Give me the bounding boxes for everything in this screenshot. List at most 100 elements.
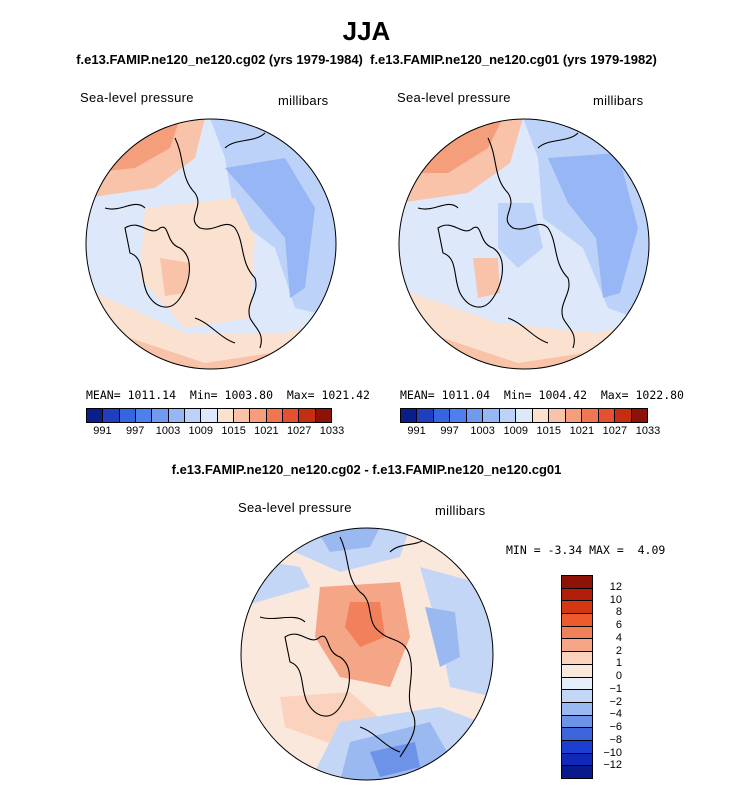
- panel1-colorbar-ticks: 991 997 1003 1009 1015 1021 1027 1033: [86, 425, 344, 439]
- panel1-greenland-high: [160, 258, 190, 296]
- diff-colorbar-tick-label: 8: [615, 606, 622, 619]
- panel1-variable-label: Sea-level pressure: [80, 90, 194, 105]
- diff-colorbar-swatch: [562, 639, 592, 653]
- panel1-colorbar-tick-label: 991: [93, 425, 112, 437]
- panel2-arctic-low: [498, 203, 543, 268]
- panel2-colorbar-swatch: [532, 409, 550, 422]
- panel2-max-label: Max=: [600, 388, 629, 402]
- diff-colorbar-tick-label: −8: [609, 733, 622, 746]
- panel1-low-pressure-core: [225, 158, 315, 298]
- panel2-mean-label: MEAN=: [400, 388, 435, 402]
- diff-colorbar-ticks: 12 10 8 6 4 2 1 0 −1 −2 −4 −6 −8 −10 −12: [594, 575, 634, 777]
- panel1-colorbar-tick-label: 1033: [319, 425, 345, 437]
- panel1-colorbar-swatch: [233, 409, 251, 422]
- panel2-colorbar-tick-label: 1033: [635, 425, 661, 437]
- panel2-min-label: Min=: [503, 388, 532, 402]
- panel1-colorbar-swatch: [266, 409, 283, 422]
- panel2-colorbar-ticks: 991 997 1003 1009 1015 1021 1027 1033: [400, 425, 660, 439]
- panel2-max-value: 1022.80: [635, 388, 684, 402]
- panel1-mean-label: MEAN=: [86, 388, 121, 402]
- panel1-colorbar-tick-label: 1003: [155, 425, 181, 437]
- panel1-min-label: Min=: [189, 388, 218, 402]
- panel2-colorbar-swatch: [466, 409, 484, 422]
- panel2-min-value: 1004.42: [538, 388, 587, 402]
- diff-colorbar-swatch: [562, 702, 592, 716]
- diff-colorbar: [561, 575, 593, 779]
- panel2-low-pressure-core: [548, 153, 638, 298]
- panel1-polar-map: [85, 118, 337, 370]
- diff-colorbar-tick-label: −6: [609, 721, 622, 733]
- panel2-greenland-high: [473, 258, 500, 298]
- panel2-colorbar-swatch: [582, 409, 599, 422]
- panel1-colorbar-tick-label: 1015: [221, 425, 246, 437]
- panel2-colorbar-swatch: [549, 409, 566, 422]
- diff-negative-east-core: [425, 607, 460, 667]
- panel1-colorbar-swatch: [201, 409, 218, 422]
- panel1-max-value: 1021.42: [321, 388, 370, 402]
- panel1-colorbar-swatch: [299, 409, 316, 422]
- diff-max-value: 4.09: [637, 543, 666, 557]
- panel1-colorbar-swatch: [250, 409, 267, 422]
- diff-stats: MIN = -3.34 MAX = 4.09: [506, 543, 665, 557]
- panel1-units-label: millibars: [278, 93, 329, 108]
- panel2-coastlines: [417, 132, 579, 349]
- diff-colorbar-swatch: [562, 576, 592, 589]
- panel1-colorbar-swatch: [87, 409, 104, 422]
- panel2-colorbar: [400, 408, 648, 423]
- panel1-colorbar-swatch: [184, 409, 202, 422]
- panel1-colorbar-swatch: [282, 409, 300, 422]
- panel2-colorbar-swatch: [433, 409, 451, 422]
- panel2-mean-value: 1011.04: [441, 388, 491, 402]
- panel2-colorbar-swatch: [516, 409, 533, 422]
- panel1-colorbar-tick-label: 1009: [188, 425, 214, 437]
- panel1-colorbar-swatch: [168, 409, 185, 422]
- diff-positive-arctic-core: [345, 602, 385, 647]
- diff-colorbar-tick-label: 4: [615, 631, 622, 644]
- panel1-colorbar-swatch: [119, 409, 136, 422]
- panel2-colorbar-swatch: [631, 409, 648, 422]
- panel2-colorbar-tick-label: 1021: [569, 425, 595, 437]
- panel1-colorbar-swatch: [152, 409, 169, 422]
- diff-colorbar-swatch: [562, 601, 592, 615]
- diff-colorbar-swatch: [562, 588, 592, 602]
- diff-min-label: MIN =: [506, 543, 541, 557]
- panel1-colorbar-tick-label: 1021: [254, 425, 279, 437]
- diff-colorbar-swatch: [562, 728, 592, 741]
- panel1-map-border: [85, 118, 337, 370]
- panel1-min-value: 1003.80: [224, 388, 273, 402]
- diff-colorbar-swatch: [562, 766, 592, 778]
- diff-colorbar-tick-label: −10: [603, 746, 622, 759]
- difference-subtitle: f.e13.FAMIP.ne120_ne120.cg02 - f.e13.FAM…: [171, 462, 562, 477]
- diff-colorbar-swatch: [562, 626, 592, 640]
- figure-title: JJA: [342, 16, 391, 46]
- diff-units-label: millibars: [435, 503, 486, 518]
- diff-map-border: [240, 527, 494, 781]
- diff-variable-label: Sea-level pressure: [238, 500, 352, 515]
- panel1-mean-value: 1011.14: [127, 388, 177, 402]
- diff-colorbar-swatch: [562, 677, 592, 691]
- diff-colorbar-tick-label: 1: [615, 657, 622, 670]
- diff-colorbar-swatch: [562, 753, 592, 767]
- panel1-colorbar-tick-label: 997: [126, 425, 145, 437]
- panel1-colorbar-swatch: [217, 409, 234, 422]
- diff-colorbar-tick-label: −4: [609, 708, 622, 721]
- diff-colorbar-tick-label: −2: [609, 695, 622, 708]
- diff-colorbar-swatch: [562, 715, 592, 729]
- diff-colorbar-swatch: [562, 740, 592, 754]
- diff-colorbar-tick-label: −1: [609, 682, 622, 695]
- panel2-colorbar-tick-label: 1015: [536, 425, 562, 437]
- panel2-stats: MEAN= 1011.04 Min= 1004.42 Max= 1022.80: [400, 388, 684, 402]
- panel2-colorbar-swatch: [565, 409, 583, 422]
- panel1-colorbar: [86, 408, 332, 423]
- panel2-colorbar-tick-label: 997: [440, 425, 459, 437]
- panel2-colorbar-swatch: [401, 409, 418, 422]
- panel1-stats: MEAN= 1011.14 Min= 1003.80 Max= 1021.42: [86, 388, 370, 402]
- panel2-map-border: [398, 118, 650, 370]
- panel1-arctic-anomaly: [140, 198, 255, 328]
- panel2-colorbar-tick-label: 1003: [470, 425, 495, 437]
- diff-colorbar-swatch: [562, 690, 592, 703]
- panel2-polar-map: [398, 118, 650, 370]
- diff-negative-south-max: [370, 742, 420, 777]
- panel2-colorbar-swatch: [598, 409, 616, 422]
- panel1-colorbar-tick-label: 1027: [286, 425, 312, 437]
